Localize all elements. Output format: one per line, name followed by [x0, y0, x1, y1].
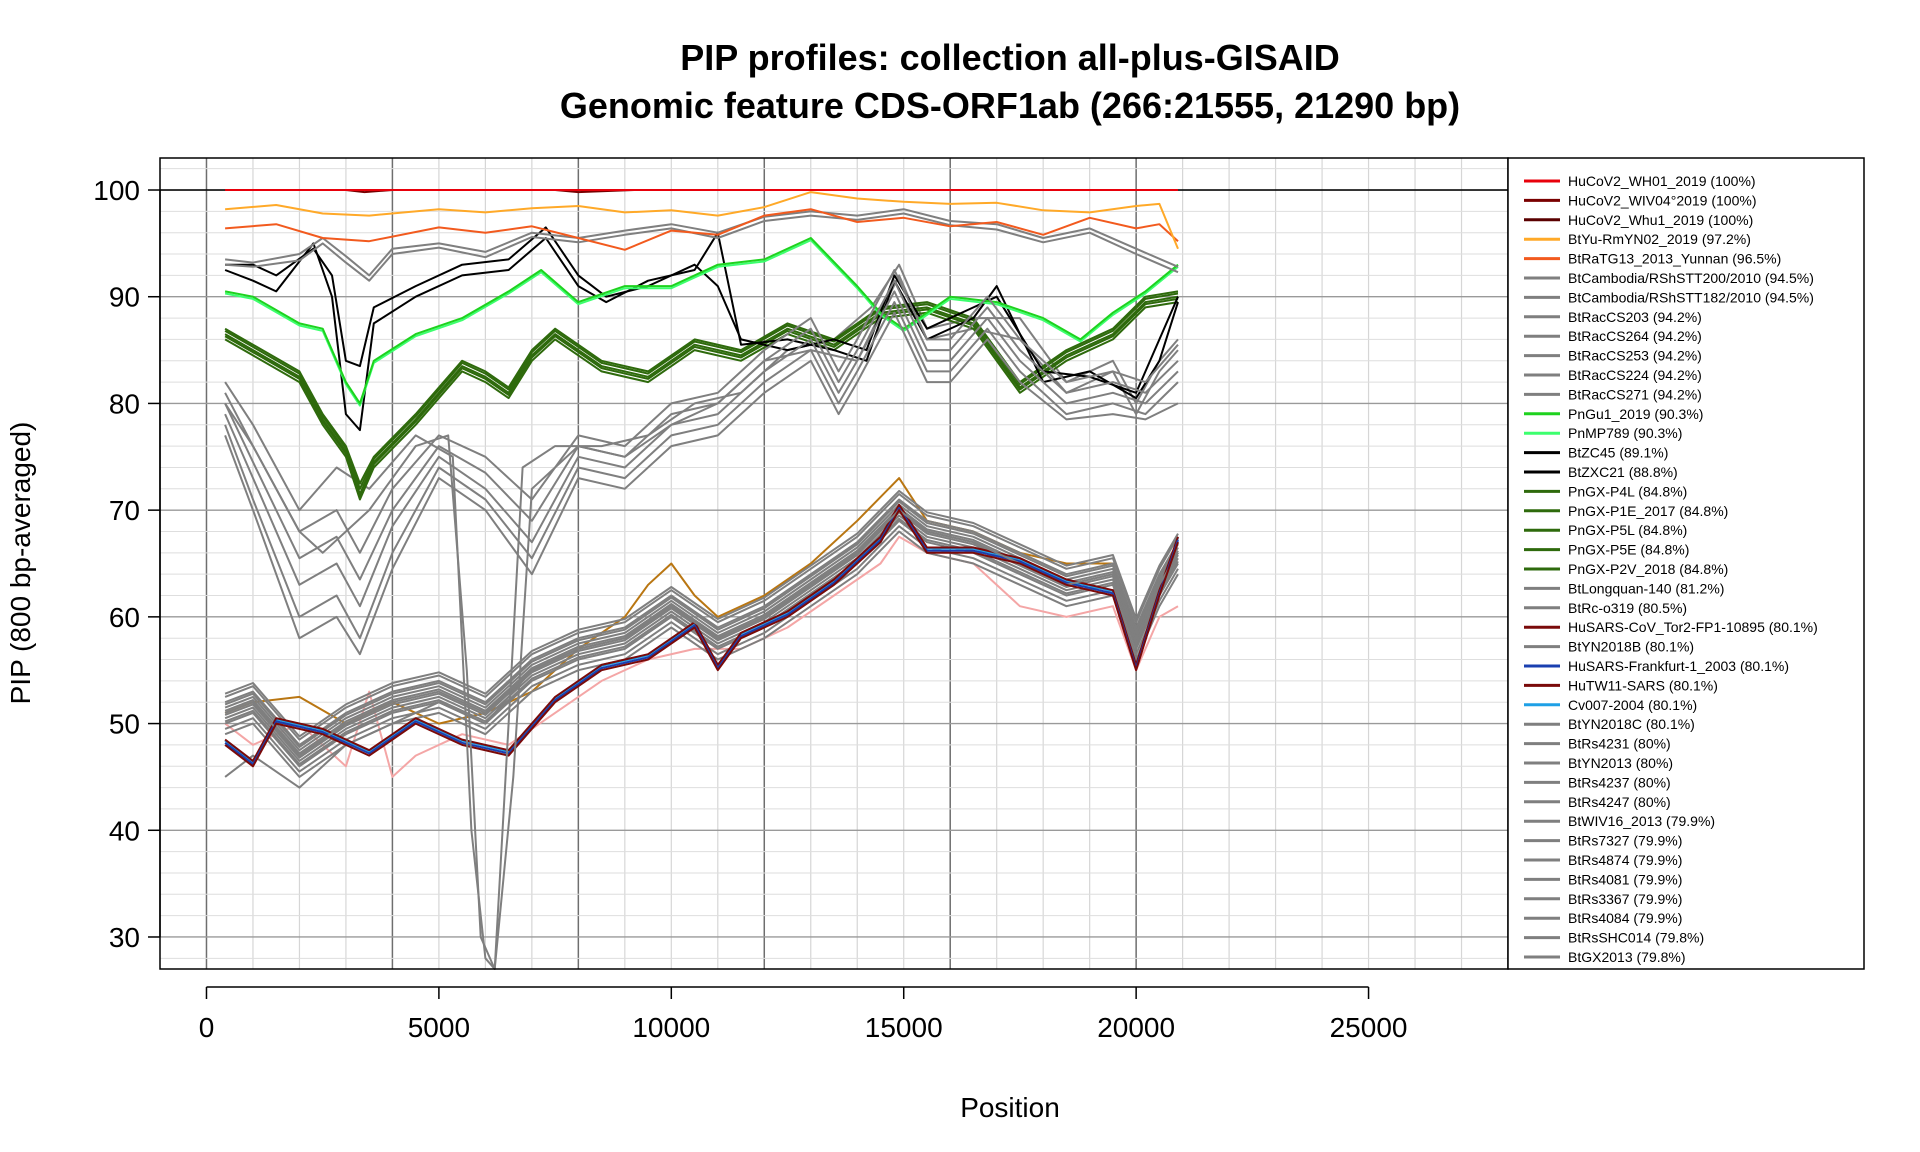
y-tick-label: 50: [109, 709, 140, 740]
legend-box: [1507, 157, 1865, 970]
legend-entry-label: BtRacCS253 (94.2%): [1568, 348, 1702, 364]
series-line: [224, 489, 1179, 738]
legend-entry-label: BtZC45 (89.1%): [1568, 445, 1668, 461]
x-tick-label: 0: [199, 1012, 215, 1043]
legend-entry-label: BtCambodia/RShSTT200/2010 (94.5%): [1568, 270, 1814, 286]
series-line: [224, 237, 1179, 405]
legend-entry-label: BtRs4081 (79.9%): [1568, 871, 1682, 887]
y-tick-label: 30: [109, 922, 140, 953]
chart-subtitle: Genomic feature CDS-ORF1ab (266:21555, 2…: [560, 85, 1460, 126]
series-line: [225, 226, 1179, 394]
legend-entry-label: BtRs3367 (79.9%): [1568, 891, 1682, 907]
legend-entry-label: PnGX-P5E (84.8%): [1568, 542, 1689, 558]
legend-entry-label: BtYu-RmYN02_2019 (97.2%): [1568, 231, 1751, 247]
legend-entry-label: HuCoV2_WIV04°2019 (100%): [1568, 192, 1756, 208]
series-line: [224, 295, 1179, 496]
legend-entry-label: BtYN2018B (80.1%): [1568, 639, 1694, 655]
legend-entry-label: BtRaTG13_2013_Yunnan (96.5%): [1568, 251, 1781, 267]
series-line: [224, 493, 1179, 741]
y-tick-label: 100: [93, 175, 140, 206]
legend-entry-label: HuCoV2_WH01_2019 (100%): [1568, 173, 1756, 189]
series-layer: [224, 189, 1179, 970]
legend-entry-label: BtRacCS264 (94.2%): [1568, 328, 1702, 344]
legend-entry-label: BtRc-o319 (80.5%): [1568, 600, 1687, 616]
legend-entry-label: PnMP789 (90.3%): [1568, 425, 1682, 441]
y-tick-label: 40: [109, 815, 140, 846]
legend-entry-label: PnGu1_2019 (90.3%): [1568, 406, 1703, 422]
x-axis-label: Position: [960, 1092, 1060, 1123]
legend-entry-label: BtRsSHC014 (79.8%): [1568, 930, 1704, 946]
legend-entry-label: BtRs4874 (79.9%): [1568, 852, 1682, 868]
x-tick-label: 15000: [865, 1012, 943, 1043]
x-tick-label: 10000: [632, 1012, 710, 1043]
legend-entry-label: BtGX2013 (79.8%): [1568, 949, 1686, 965]
series-line: [224, 279, 1179, 581]
legend-entry-label: PnGX-P5L (84.8%): [1568, 522, 1687, 538]
y-tick-label: 70: [109, 495, 140, 526]
series-line: [224, 290, 1179, 608]
legend-entry-label: PnGX-P1E_2017 (84.8%): [1568, 503, 1728, 519]
series-line: [224, 503, 1179, 762]
series-line: [224, 498, 1179, 746]
legend-entry-label: BtRs4237 (80%): [1568, 774, 1671, 790]
y-tick-label: 60: [109, 602, 140, 633]
x-tick-label: 5000: [408, 1012, 470, 1043]
series-line: [224, 525, 1179, 773]
x-axis: 0 5000 10000 15000 20000 25000: [199, 986, 1408, 1043]
legend-entry-label: HuSARS-CoV_Tor2-FP1-10895 (80.1%): [1568, 619, 1818, 635]
series-line: [224, 507, 1179, 766]
legend-entry-label: PnGX-P4L (84.8%): [1568, 483, 1687, 499]
series-line: [224, 208, 1179, 277]
legend-entry-label: BtRs4231 (80%): [1568, 736, 1671, 752]
legend-entry-label: BtWIV16_2013 (79.9%): [1568, 813, 1715, 829]
series-line: [224, 530, 1179, 778]
chart-title: PIP profiles: collection all-plus-GISAID: [680, 37, 1339, 78]
legend-entry-label: BtRacCS271 (94.2%): [1568, 386, 1702, 402]
y-tick-label: 80: [109, 388, 140, 419]
series-line: [225, 212, 1179, 282]
legend-entry-label: BtLongquan-140 (81.2%): [1568, 580, 1724, 596]
y-tick-label: 90: [109, 282, 140, 313]
legend-entry-label: HuSARS-Frankfurt-1_2003 (80.1%): [1568, 658, 1789, 674]
legend-entry-label: Cv007-2004 (80.1%): [1568, 697, 1697, 713]
legend-entry-label: PnGX-P2V_2018 (84.8%): [1568, 561, 1728, 577]
series-line: [224, 239, 1179, 407]
legend: HuCoV2_WH01_2019 (100%) HuCoV2_WIV04°2019…: [1507, 157, 1865, 970]
x-tick-label: 20000: [1097, 1012, 1175, 1043]
legend-entry-label: BtRs4247 (80%): [1568, 794, 1671, 810]
series-line: [225, 208, 1179, 251]
legend-entry-label: BtYN2018C (80.1%): [1568, 716, 1695, 732]
series-line: [225, 191, 1179, 250]
series-line: [224, 301, 1179, 640]
series-line: [224, 500, 1179, 748]
series-line: [224, 509, 1179, 768]
y-axis-label: PIP (800 bp-averaged): [5, 422, 36, 705]
series-line: [224, 509, 1179, 757]
series-line: [224, 269, 1179, 554]
legend-entry-label: BtZXC21 (88.8%): [1568, 464, 1678, 480]
legend-entry-label: BtYN2013 (80%): [1568, 755, 1673, 771]
legend-entry-label: BtRs7327 (79.9%): [1568, 833, 1682, 849]
legend-entry-label: BtCambodia/RShSTT182/2010 (94.5%): [1568, 289, 1814, 305]
legend-entry-label: BtRacCS203 (94.2%): [1568, 309, 1702, 325]
legend-entry-label: HuCoV2_Whu1_2019 (100%): [1568, 212, 1753, 228]
legend-entry-label: HuTW11-SARS (80.1%): [1568, 677, 1718, 693]
series-line: [224, 311, 1179, 656]
x-tick-label: 25000: [1330, 1012, 1408, 1043]
y-axis: 30 40 50 60 70 80 90 100: [93, 175, 161, 953]
legend-entry-label: BtRacCS224 (94.2%): [1568, 367, 1702, 383]
series-line: [224, 503, 1179, 752]
series-line: [224, 301, 1179, 501]
legend-entry-label: BtRs4084 (79.9%): [1568, 910, 1682, 926]
